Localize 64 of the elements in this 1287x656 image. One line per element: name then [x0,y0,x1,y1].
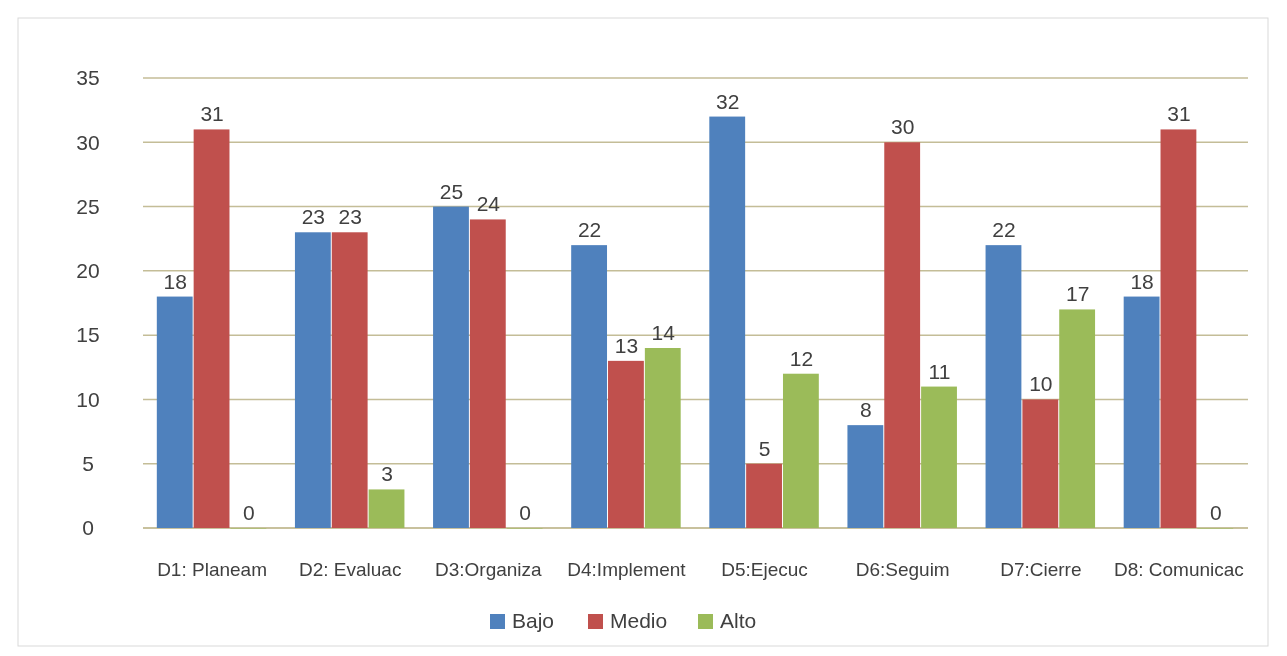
data-label: 25 [439,179,464,203]
bar [884,142,921,528]
data-label: 14 [651,321,676,344]
data-label: 23 [301,205,326,229]
y-tick-label: 0 [82,516,94,540]
bar [644,348,681,528]
data-label: 18 [1130,269,1154,293]
bar [921,386,957,528]
data-label: 32 [716,89,740,113]
bar [746,463,782,528]
bar [847,425,884,528]
y-tick-label: 20 [76,259,100,283]
bar [294,232,331,528]
bar [985,245,1022,528]
bar [368,489,405,528]
bar [571,245,608,528]
x-tick-label: D6:Seguim [855,559,950,580]
data-label: 8 [860,398,872,422]
data-label: 31 [200,102,224,126]
bar [1022,399,1059,528]
y-tick-label: 15 [76,323,100,347]
y-tick-label: 5 [82,452,94,476]
data-label: 0 [519,501,531,524]
bar [331,232,368,528]
data-label: 5 [758,436,771,460]
data-label: 22 [992,218,1016,242]
data-label: 22 [577,218,602,242]
data-label: 13 [614,333,639,357]
bar [193,129,230,528]
data-label: 10 [1029,372,1053,396]
data-label: 12 [789,346,814,370]
legend-label: Alto [720,609,757,632]
y-tick-label: 25 [76,194,100,218]
y-tick-label: 10 [76,387,100,411]
data-label: 0 [243,501,255,524]
bar [709,116,746,528]
bar [469,219,506,528]
bar [608,360,644,528]
data-label: 30 [891,115,915,139]
data-label: 17 [1065,282,1090,306]
x-tick-label: D2: Evaluac [298,559,402,580]
data-label: 18 [163,269,187,293]
data-label: 3 [381,462,393,486]
y-tick-label: 35 [76,66,100,90]
x-tick-label: D5:Ejecuc [721,559,808,580]
x-tick-label: D8: Comunicac [1113,559,1244,580]
bar [433,206,469,528]
legend-label: Medio [610,609,668,632]
bar [782,373,819,528]
x-tick-label: D7:Cierre [1000,559,1082,580]
x-tick-label: D1: Planeam [157,559,267,580]
bar [1123,296,1160,528]
x-tick-label: D3:Organiza [434,559,543,580]
data-label: 11 [928,359,951,383]
bar [156,296,193,528]
bar [1160,129,1197,528]
x-tick-label: D4:Implement [567,559,687,580]
data-label: 23 [338,205,362,229]
bar [1059,309,1096,528]
data-label: 0 [1209,501,1222,524]
data-label: 31 [1167,102,1191,126]
legend-label: Bajo [512,609,555,632]
data-label: 24 [476,192,501,216]
y-tick-label: 30 [76,130,100,154]
